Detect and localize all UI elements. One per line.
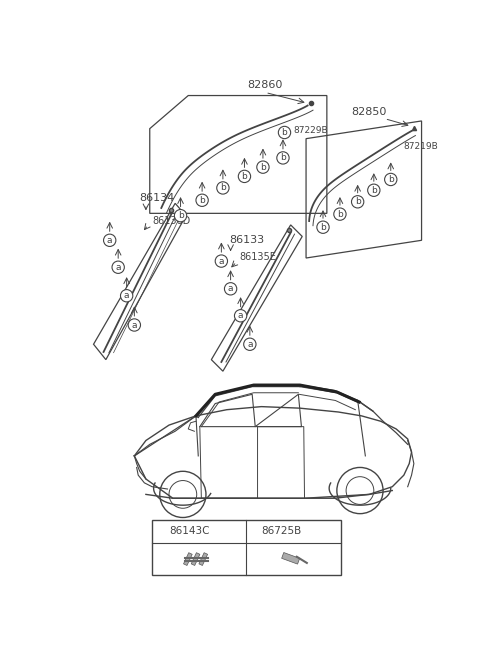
Text: a: a: [107, 236, 112, 245]
Text: b: b: [251, 527, 257, 536]
Text: 86133: 86133: [229, 235, 264, 246]
Bar: [199, 553, 208, 565]
Circle shape: [174, 210, 187, 222]
Text: b: b: [260, 162, 266, 172]
Text: b: b: [282, 128, 288, 137]
Circle shape: [278, 126, 291, 139]
Text: a: a: [238, 311, 243, 320]
Circle shape: [128, 319, 141, 331]
Circle shape: [217, 182, 229, 194]
Bar: [282, 553, 300, 564]
Circle shape: [317, 221, 329, 233]
Text: 86136D: 86136D: [152, 216, 190, 226]
Circle shape: [120, 290, 133, 302]
Circle shape: [238, 170, 251, 183]
Bar: [152, 520, 341, 575]
Circle shape: [249, 527, 258, 536]
Circle shape: [215, 255, 228, 267]
Text: a: a: [124, 291, 130, 300]
Text: b: b: [337, 210, 343, 219]
Circle shape: [225, 283, 237, 295]
Text: a: a: [247, 340, 252, 348]
Text: a: a: [218, 257, 224, 265]
Circle shape: [257, 161, 269, 174]
Text: a: a: [228, 284, 233, 293]
Text: 87229B: 87229B: [294, 126, 328, 136]
Circle shape: [384, 174, 397, 185]
Circle shape: [156, 527, 166, 536]
Circle shape: [277, 152, 289, 164]
Circle shape: [368, 184, 380, 196]
Circle shape: [334, 208, 346, 220]
Text: a: a: [132, 320, 137, 329]
Text: b: b: [220, 183, 226, 193]
Text: 87219B: 87219B: [404, 142, 439, 151]
Text: b: b: [320, 223, 326, 232]
Text: a: a: [115, 263, 121, 272]
Circle shape: [244, 338, 256, 350]
Text: 86725B: 86725B: [262, 527, 301, 536]
Bar: [183, 553, 192, 565]
Circle shape: [196, 194, 208, 206]
Text: 86134: 86134: [140, 193, 175, 203]
Text: 86135E: 86135E: [240, 252, 276, 262]
Text: b: b: [371, 186, 377, 195]
Text: 82850: 82850: [351, 107, 387, 117]
Circle shape: [351, 196, 364, 208]
Text: b: b: [280, 153, 286, 162]
Text: b: b: [178, 211, 183, 220]
Text: 86143C: 86143C: [169, 527, 209, 536]
Text: b: b: [388, 175, 394, 184]
Bar: [191, 553, 200, 565]
Text: b: b: [355, 197, 360, 206]
Text: b: b: [241, 172, 247, 181]
Circle shape: [234, 310, 247, 322]
Circle shape: [104, 234, 116, 246]
Circle shape: [112, 261, 124, 273]
Text: a: a: [158, 527, 164, 536]
Text: b: b: [199, 196, 205, 205]
Text: 82860: 82860: [248, 80, 283, 90]
